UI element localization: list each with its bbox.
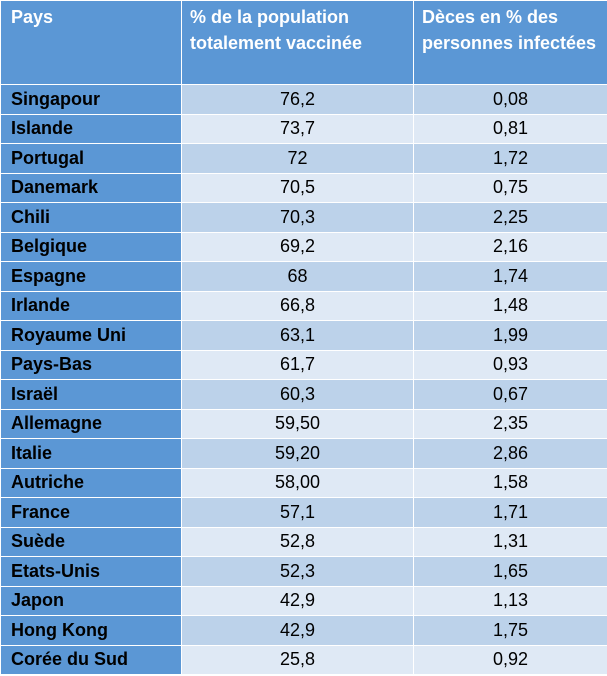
vaccinated-cell: 69,2 [181, 231, 414, 262]
table-body: Singapour 76,2 0,08 Islande 73,7 0,81 Portugal… [0, 84, 607, 675]
deaths-cell: 0,92 [413, 644, 607, 675]
table-row: Israël 60,3 0,67 [0, 379, 607, 410]
vaccinated-cell: 70,5 [181, 172, 414, 203]
deaths-cell: 1,75 [413, 615, 607, 646]
deaths-cell: 1,74 [413, 261, 607, 292]
table-row: Suède 52,8 1,31 [0, 526, 607, 557]
header-deaths: Dèces en % des personnes infectées [413, 0, 607, 85]
country-cell: Allemagne [0, 408, 182, 439]
vaccinated-cell: 58,00 [181, 467, 414, 498]
country-cell: Islande [0, 113, 182, 144]
vaccinated-cell: 25,8 [181, 644, 414, 675]
table-row: Hong Kong 42,9 1,75 [0, 615, 607, 646]
deaths-cell: 0,67 [413, 379, 607, 410]
header-row: Pays % de la population totalement vacci… [0, 0, 607, 85]
vaccinated-cell: 63,1 [181, 320, 414, 351]
country-cell: Chili [0, 202, 182, 233]
country-cell: Pays-Bas [0, 349, 182, 380]
table-row: Singapour 76,2 0,08 [0, 84, 607, 115]
deaths-cell: 0,93 [413, 349, 607, 380]
country-cell: France [0, 497, 182, 528]
vaccinated-cell: 68 [181, 261, 414, 292]
deaths-cell: 2,35 [413, 408, 607, 439]
vaccinated-cell: 70,3 [181, 202, 414, 233]
country-cell: Belgique [0, 231, 182, 262]
country-cell: Corée du Sud [0, 644, 182, 675]
vaccinated-cell: 52,8 [181, 526, 414, 557]
table-row: Portugal 72 1,72 [0, 143, 607, 174]
vaccinated-cell: 60,3 [181, 379, 414, 410]
table-row: Chili 70,3 2,25 [0, 202, 607, 233]
country-cell: Suède [0, 526, 182, 557]
deaths-cell: 1,31 [413, 526, 607, 557]
country-cell: Israël [0, 379, 182, 410]
table-row: Danemark 70,5 0,75 [0, 172, 607, 203]
country-cell: Etats-Unis [0, 556, 182, 587]
table-row: Royaume Uni 63,1 1,99 [0, 320, 607, 351]
table-header: Pays % de la population totalement vacci… [0, 0, 607, 85]
country-cell: Autriche [0, 467, 182, 498]
vaccinated-cell: 61,7 [181, 349, 414, 380]
table-row: Irlande 66,8 1,48 [0, 290, 607, 321]
table-row: Italie 59,20 2,86 [0, 438, 607, 469]
vaccinated-cell: 59,20 [181, 438, 414, 469]
table-row: Corée du Sud 25,8 0,92 [0, 644, 607, 675]
country-cell: Portugal [0, 143, 182, 174]
country-cell: Irlande [0, 290, 182, 321]
deaths-cell: 2,16 [413, 231, 607, 262]
country-cell: Japon [0, 585, 182, 616]
country-cell: Italie [0, 438, 182, 469]
table-row: Pays-Bas 61,7 0,93 [0, 349, 607, 380]
vaccinated-cell: 42,9 [181, 615, 414, 646]
deaths-cell: 1,13 [413, 585, 607, 616]
vaccinated-cell: 57,1 [181, 497, 414, 528]
table-row: France 57,1 1,71 [0, 497, 607, 528]
table-row: Allemagne 59,50 2,35 [0, 408, 607, 439]
vaccinated-cell: 72 [181, 143, 414, 174]
vaccinated-cell: 59,50 [181, 408, 414, 439]
deaths-cell: 1,71 [413, 497, 607, 528]
table-row: Japon 42,9 1,13 [0, 585, 607, 616]
deaths-cell: 0,08 [413, 84, 607, 115]
deaths-cell: 1,99 [413, 320, 607, 351]
deaths-cell: 1,58 [413, 467, 607, 498]
vaccinated-cell: 66,8 [181, 290, 414, 321]
table-row: Etats-Unis 52,3 1,65 [0, 556, 607, 587]
deaths-cell: 0,81 [413, 113, 607, 144]
country-cell: Royaume Uni [0, 320, 182, 351]
table-row: Islande 73,7 0,81 [0, 113, 607, 144]
table-row: Belgique 69,2 2,16 [0, 231, 607, 262]
vaccinated-cell: 76,2 [181, 84, 414, 115]
country-cell: Hong Kong [0, 615, 182, 646]
table-row: Espagne 68 1,74 [0, 261, 607, 292]
vaccinated-cell: 52,3 [181, 556, 414, 587]
table-row: Autriche 58,00 1,58 [0, 467, 607, 498]
deaths-cell: 1,72 [413, 143, 607, 174]
header-country: Pays [0, 0, 182, 85]
deaths-cell: 2,86 [413, 438, 607, 469]
deaths-cell: 2,25 [413, 202, 607, 233]
deaths-cell: 1,48 [413, 290, 607, 321]
vaccinated-cell: 73,7 [181, 113, 414, 144]
vaccinated-cell: 42,9 [181, 585, 414, 616]
header-vaccinated: % de la population totalement vaccinée [181, 0, 414, 85]
country-cell: Danemark [0, 172, 182, 203]
deaths-cell: 0,75 [413, 172, 607, 203]
deaths-cell: 1,65 [413, 556, 607, 587]
country-cell: Espagne [0, 261, 182, 292]
country-cell: Singapour [0, 84, 182, 115]
